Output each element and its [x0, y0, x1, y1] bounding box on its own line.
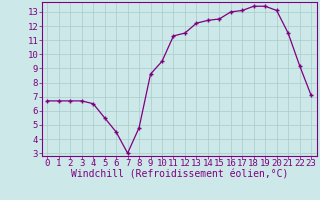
X-axis label: Windchill (Refroidissement éolien,°C): Windchill (Refroidissement éolien,°C)	[70, 170, 288, 180]
